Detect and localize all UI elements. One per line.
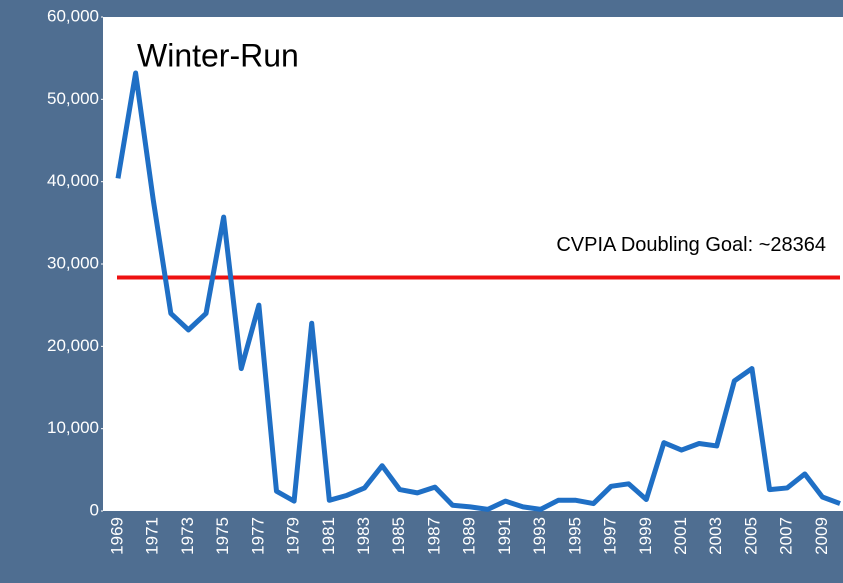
x-tick-label: 2005 <box>741 517 760 555</box>
y-tick-label: 30,000 <box>47 253 99 272</box>
y-tick-label: 50,000 <box>47 89 99 108</box>
x-tick-label: 1995 <box>565 517 584 555</box>
x-tick-label: 2001 <box>671 517 690 555</box>
x-tick-label: 1981 <box>319 517 338 555</box>
data-line <box>115 70 841 512</box>
x-tick-label: 1997 <box>601 517 620 555</box>
x-tick-label: 2009 <box>812 517 831 555</box>
y-tick-label: 60,000 <box>47 6 99 25</box>
x-tick-label: 1989 <box>460 517 479 555</box>
x-tick-label: 1975 <box>213 517 232 555</box>
x-tick-label: 1993 <box>530 517 549 555</box>
y-tick-label: 20,000 <box>47 336 99 355</box>
chart-title: Winter-Run <box>137 37 299 73</box>
x-tick-label: 1973 <box>178 517 197 555</box>
x-tick-label: 1999 <box>636 517 655 555</box>
x-tick-label: 1979 <box>284 517 303 555</box>
y-tick-label: 40,000 <box>47 171 99 190</box>
x-tick-label: 1977 <box>248 517 267 555</box>
y-tick-label: 0 <box>90 500 99 519</box>
reference-label: CVPIA Doubling Goal: ~28364 <box>556 234 826 256</box>
x-tick-label: 1969 <box>107 517 126 555</box>
x-tick-label: 1971 <box>143 517 162 555</box>
x-tick-label: 2003 <box>706 517 725 555</box>
x-tick-label: 2007 <box>777 517 796 555</box>
x-tick-label: 1987 <box>424 517 443 555</box>
x-tick-label: 1985 <box>389 517 408 555</box>
x-tick-label: 1983 <box>354 517 373 555</box>
y-tick-label: 10,000 <box>47 418 99 437</box>
x-tick-label: 1991 <box>495 517 514 555</box>
